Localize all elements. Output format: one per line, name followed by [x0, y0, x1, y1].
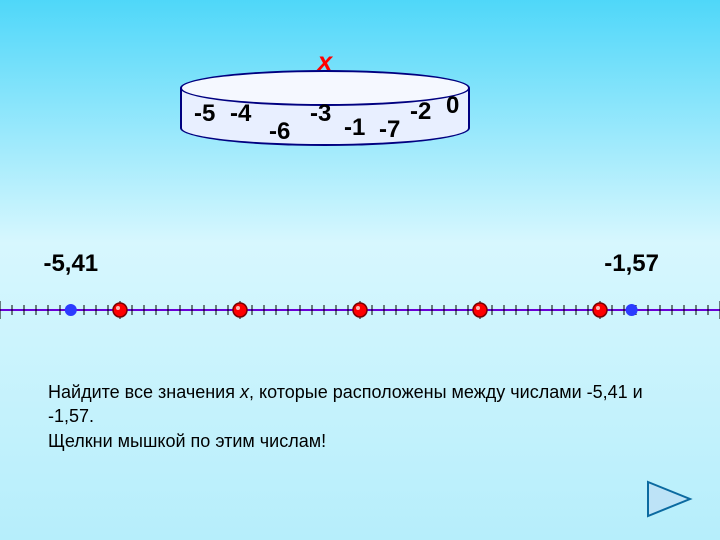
instruction-text: Найдите все значения х, которые располож… [48, 380, 688, 453]
cylinder-number[interactable]: -7 [379, 116, 400, 144]
instruction-line2: Щелкни мышкой по этим числам! [48, 431, 326, 451]
instruction-part-a: Найдите все значения [48, 382, 240, 402]
play-icon [642, 478, 696, 520]
cylinder-number[interactable]: -3 [310, 100, 331, 128]
cylinder-number[interactable]: -2 [410, 98, 431, 126]
number-cylinder: х -5-4-6-3-1-7-20 [180, 70, 470, 160]
cylinder-number[interactable]: -4 [230, 100, 251, 128]
axis-marker[interactable] [473, 303, 487, 317]
cylinder-number[interactable]: -6 [269, 118, 290, 146]
axis-label-right: -1,57 [604, 250, 659, 278]
axis-marker[interactable] [353, 303, 367, 317]
cylinder-number[interactable]: 0 [446, 92, 459, 120]
axis-marker[interactable] [593, 303, 607, 317]
next-button[interactable] [642, 478, 696, 520]
axis-marker[interactable] [113, 303, 127, 317]
axis-label-left: -5,41 [43, 250, 98, 278]
axis-marker[interactable] [233, 303, 247, 317]
number-line-svg [0, 290, 720, 350]
cylinder-number[interactable]: -1 [344, 114, 365, 142]
number-line: -5,41 -1,57 [0, 290, 720, 370]
cylinder-number[interactable]: -5 [194, 100, 215, 128]
instruction-x: х [240, 382, 249, 402]
